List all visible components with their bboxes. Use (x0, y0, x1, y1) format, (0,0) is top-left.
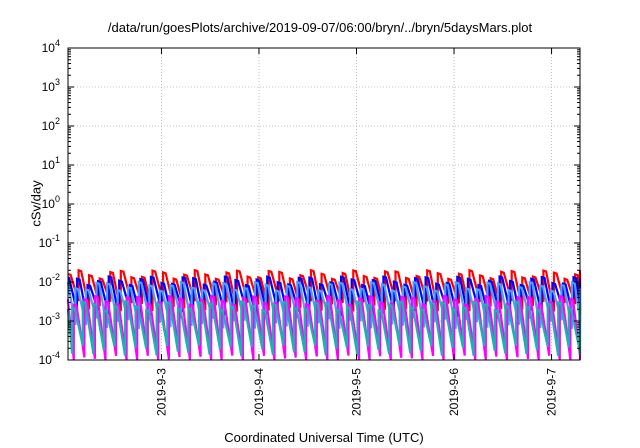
x-tick-label: 2019-9-7 (545, 368, 559, 416)
x-tick-label: 2019-9-3 (154, 368, 168, 416)
y-tick-label: 10-3 (39, 311, 60, 328)
y-tick-label: 10-2 (39, 272, 60, 289)
chart-title: /data/run/goesPlots/archive/2019-09-07/0… (107, 20, 533, 35)
x-tick-label: 2019-9-5 (350, 368, 364, 416)
y-tick-label: 102 (42, 116, 60, 133)
series-line (66, 300, 582, 357)
series-line (66, 280, 582, 330)
series-layer (66, 268, 582, 361)
series-line (66, 294, 582, 361)
y-tick-label: 10-1 (39, 233, 60, 250)
x-tick-label: 2019-9-6 (447, 368, 461, 416)
x-axis-label: Coordinated Universal Time (UTC) (224, 430, 424, 445)
tick-layer: 10-4 10-3 10-2 10-1 100 101 102 103 104 2019-9-3 2… (39, 38, 580, 416)
y-tick-label: 104 (42, 38, 60, 55)
x-tick-label: 2019-9-4 (252, 368, 266, 416)
y-axis-label: cSv/day (28, 180, 44, 227)
y-tick-label: 100 (42, 194, 60, 211)
y-tick-label: 103 (42, 77, 60, 94)
y-tick-label: 10-4 (39, 350, 60, 367)
y-tick-label: 101 (42, 155, 60, 172)
grid-layer (68, 48, 580, 360)
